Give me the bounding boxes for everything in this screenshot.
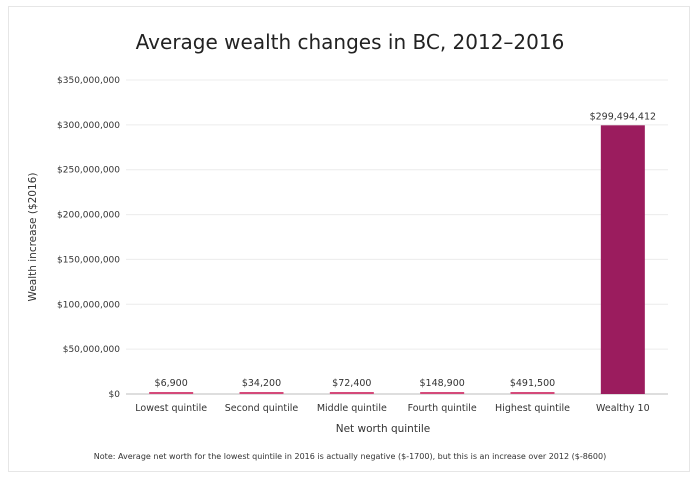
x-tick-label: Lowest quintile [135,403,207,414]
y-axis-title: Wealth increase ($2016) [27,173,39,302]
data-label: $491,500 [510,378,555,389]
bar [329,392,374,394]
y-tick-label: $50,000,000 [63,345,121,355]
bar [420,392,465,394]
x-tick-label: Middle quintile [317,403,387,414]
y-tick-label: $250,000,000 [57,166,120,176]
chart-title: Average wealth changes in BC, 2012–2016 [135,30,565,54]
chart-note: Note: Average net worth for the lowest q… [93,452,607,461]
x-tick-label: Wealthy 10 [596,403,650,414]
y-tick-label: $100,000,000 [57,300,120,310]
data-label: $72,400 [332,378,371,389]
data-label: $6,900 [155,378,188,389]
bar [239,392,284,394]
x-axis-title: Net worth quintile [336,423,431,435]
data-label: $148,900 [419,378,464,389]
y-tick-label: $150,000,000 [57,255,120,265]
y-tick-label: $0 [109,390,121,400]
bar [510,392,555,394]
bar [600,125,645,394]
x-tick-label: Second quintile [225,403,299,414]
bar [149,392,194,394]
x-tick-label: Fourth quintile [408,403,477,414]
data-label: $299,494,412 [590,111,656,122]
y-tick-label: $200,000,000 [57,211,120,221]
y-tick-label: $300,000,000 [57,121,120,131]
y-tick-label: $350,000,000 [57,76,120,86]
x-tick-label: Highest quintile [495,403,570,414]
data-label: $34,200 [242,378,281,389]
